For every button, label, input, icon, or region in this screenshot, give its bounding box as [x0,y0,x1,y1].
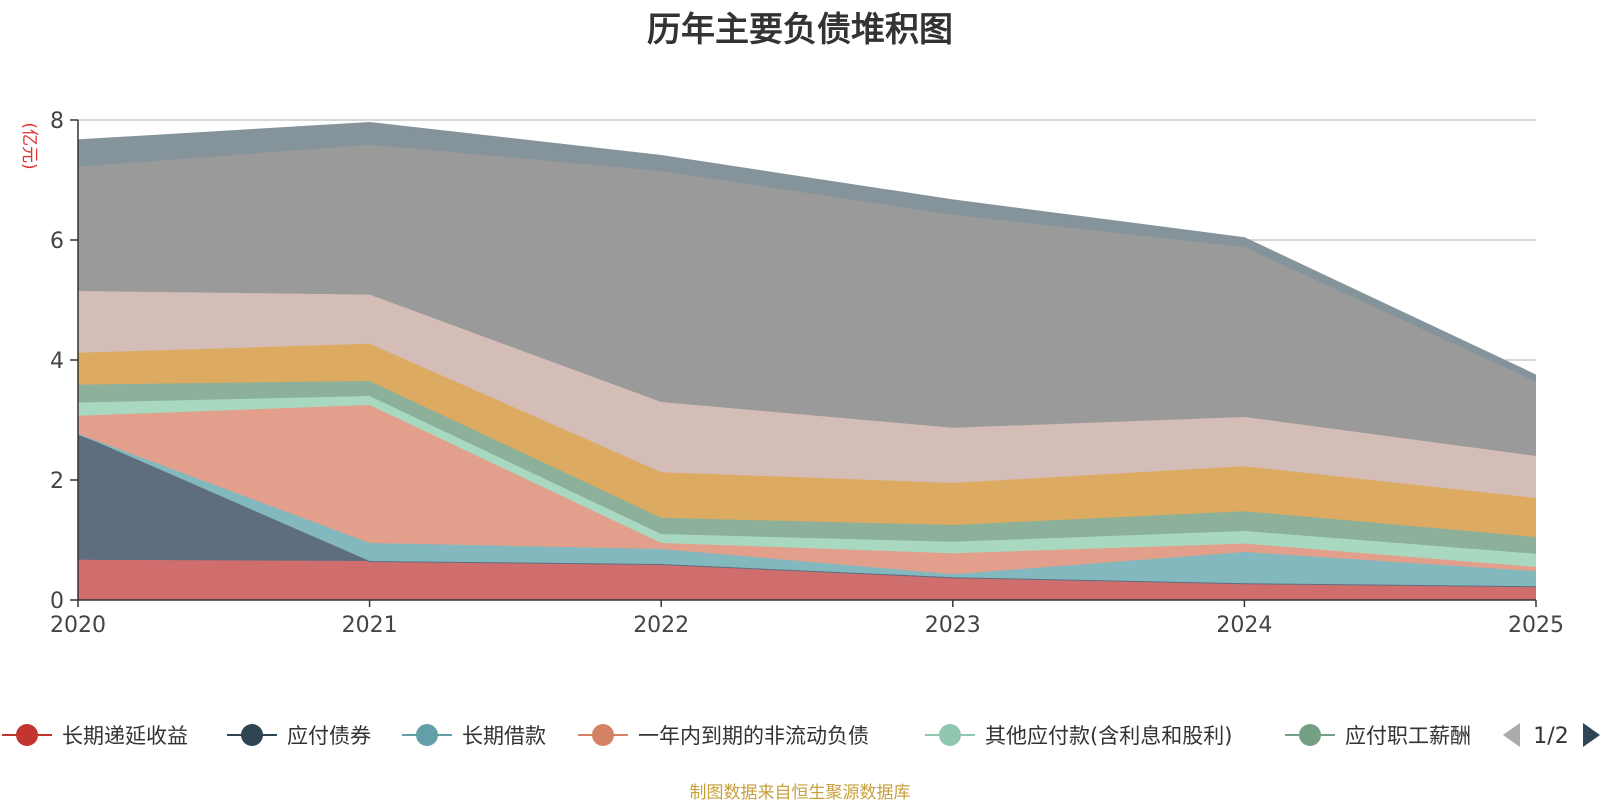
x-tick-label: 2025 [1508,613,1564,638]
y-tick-label: 8 [50,109,64,134]
x-tick-label: 2022 [633,613,689,638]
x-tick-label: 2024 [1216,613,1272,638]
area-series-9 [78,123,1536,382]
legend-marker-icon [16,724,38,746]
legend-item[interactable]: 应付职工薪酬 [1285,724,1471,748]
legend-label: 一年内到期的非流动负债 [638,724,869,748]
legend-next-page-icon[interactable] [1583,723,1600,747]
legend-label: 其他应付款(含利息和股利) [985,724,1232,748]
area-series-3 [78,405,1536,575]
chart-title: 历年主要负债堆积图 [647,10,953,50]
legend-marker-icon [592,724,614,746]
legend-label: 应付职工薪酬 [1345,724,1471,748]
legend-marker-icon [939,724,961,746]
legend-item[interactable]: 一年内到期的非流动负债 [578,724,869,748]
area-series-line-9 [77,121,1537,377]
legend-item[interactable]: 应付债券 [227,724,371,748]
legend-marker-icon [416,724,438,746]
tick-labels: 0 2 4 6 8 2020 2021 2022 2023 2024 2025 [50,109,1564,638]
x-tick-label: 2020 [50,613,106,638]
area-series-0 [78,559,1536,600]
legend-page-number: 1/2 [1533,724,1568,749]
area-series-2 [78,433,1536,587]
legend-item[interactable]: 长期递延收益 [2,724,188,748]
legend-label: 长期递延收益 [62,724,188,748]
x-tick-label: 2021 [342,613,398,638]
legend-prev-page-icon[interactable] [1503,723,1520,747]
legend-label: 应付债券 [287,724,371,748]
legend-item[interactable]: 长期借款 [402,724,546,748]
legend-items: 长期递延收益 应付债券 长期借款 一年内到期的非流动负债 其他应付款(含利息和股利) 应付… [2,724,1471,748]
legend-label: 长期借款 [462,724,546,748]
y-tick-label: 0 [50,589,64,614]
area-series-6 [78,343,1536,537]
x-tick-label: 2023 [925,613,981,638]
y-axis-unit-label: (亿元) [19,122,39,169]
legend-pager: 1/2 [1503,723,1600,749]
area-series-5 [78,381,1536,554]
legend: 长期递延收益 应付债券 长期借款 一年内到期的非流动负债 其他应付款(含利息和股利) 应付… [2,724,1471,748]
area-series-4 [78,396,1536,567]
y-tick-label: 4 [50,349,64,374]
area-series [77,121,1537,600]
data-source-note: 制图数据来自恒生聚源数据库 [689,783,911,803]
area-series-7 [78,291,1536,498]
y-tick-label: 2 [50,469,64,494]
legend-item[interactable]: 其他应付款(含利息和股利) [925,724,1232,748]
area-series-8 [78,144,1536,456]
legend-marker-icon [241,724,263,746]
legend-marker-icon [1299,724,1321,746]
axes [77,120,1536,601]
y-tick-label: 6 [50,229,64,254]
